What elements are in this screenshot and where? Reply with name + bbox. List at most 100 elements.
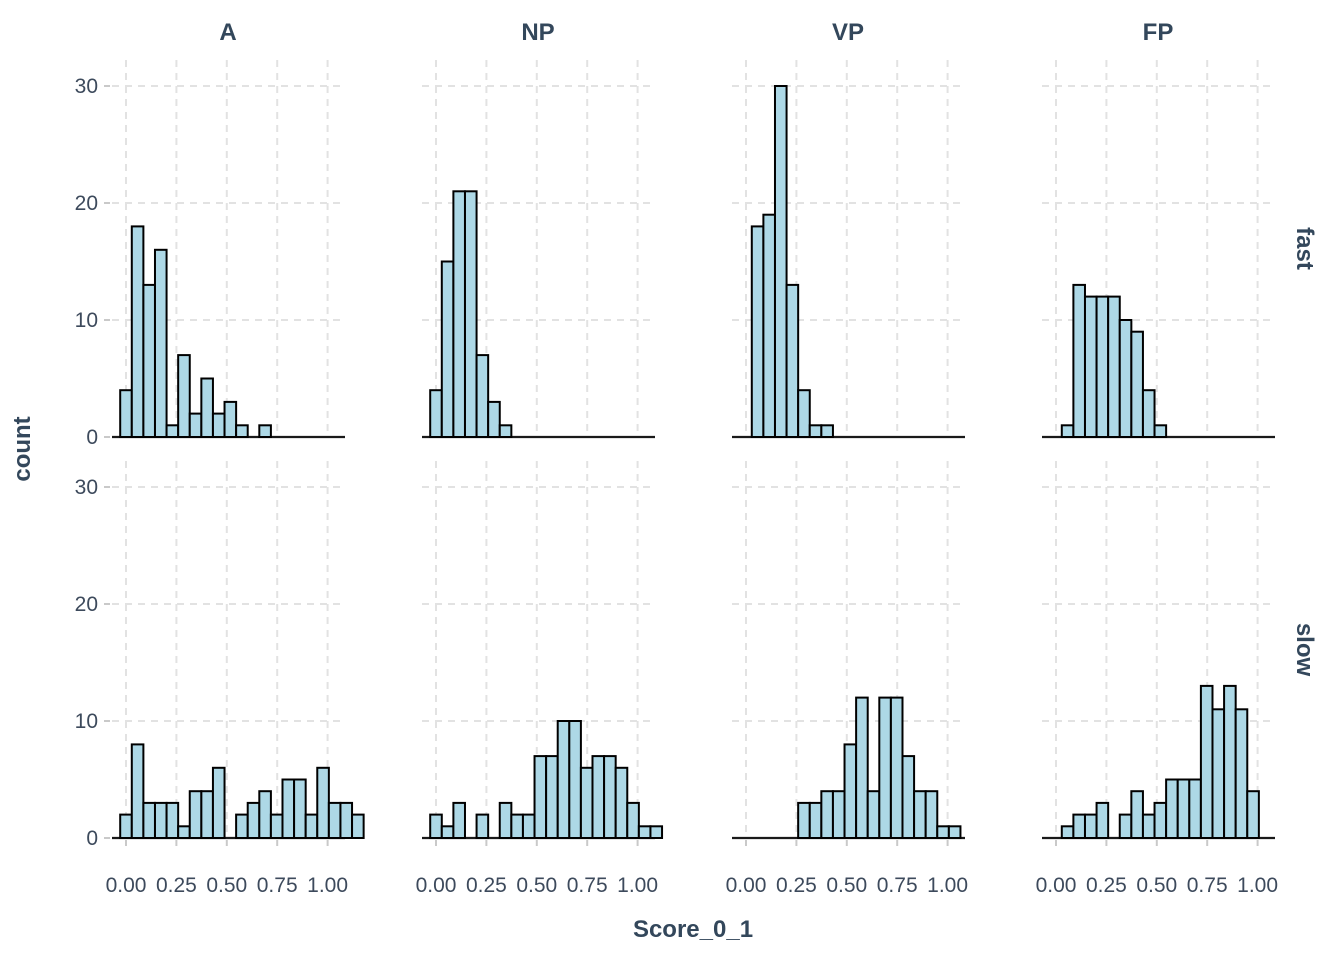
- histogram-bar-NP-fast: [475, 354, 490, 439]
- histogram-bar-VP-fast: [808, 424, 823, 438]
- x-tick-label: 0.50: [826, 874, 867, 897]
- histogram-bar-A-slow: [281, 778, 296, 839]
- histogram-bar-FP-slow: [1072, 813, 1086, 839]
- histogram-bar-NP-slow: [579, 766, 594, 839]
- histogram-bar-A-slow: [304, 813, 319, 839]
- histogram-bar-FP-slow: [1083, 813, 1098, 839]
- histogram-bar-FP-slow: [1118, 813, 1133, 839]
- histogram-bar-FP-slow: [1060, 825, 1075, 839]
- histogram-bar-FP-slow: [1223, 684, 1237, 840]
- histogram-bar-VP-slow: [820, 790, 834, 840]
- histogram-bar-A-slow: [200, 790, 214, 840]
- histogram-bar-VP-slow: [831, 790, 846, 840]
- histogram-bar-NP-slow: [626, 801, 640, 840]
- histogram-bar-VP-slow: [843, 743, 858, 840]
- histogram-bar-A-fast: [119, 389, 133, 439]
- histogram-bar-A-fast: [223, 400, 238, 438]
- histogram-bar-NP-fast: [498, 424, 513, 438]
- x-tick-label: 1.00: [617, 874, 658, 897]
- histogram-bar-NP-fast: [429, 389, 443, 439]
- histogram-bar-FP-slow: [1095, 801, 1110, 840]
- histogram-bar-VP-fast: [797, 389, 811, 439]
- histogram-bar-NP-fast: [440, 260, 455, 438]
- x-tick-label: 0.25: [1086, 874, 1127, 897]
- histogram-bar-A-slow: [351, 813, 365, 839]
- y-tick-label: 20: [75, 593, 98, 616]
- histogram-bar-FP-fast: [1118, 319, 1133, 438]
- histogram-bar-A-slow: [188, 790, 203, 840]
- histogram-bar-A-slow: [130, 743, 145, 840]
- histogram-bar-NP-slow: [591, 755, 606, 839]
- histogram-bar-VP-slow: [878, 696, 892, 839]
- histogram-bar-A-fast: [165, 424, 180, 438]
- x-tick-label: 0.50: [516, 874, 557, 897]
- histogram-bar-A-slow: [269, 813, 284, 839]
- x-tick-label: 0.00: [416, 874, 457, 897]
- histogram-bar-VP-slow: [913, 790, 927, 840]
- histogram-bar-A-slow: [316, 766, 330, 839]
- histogram-bar-A-fast: [153, 248, 168, 438]
- histogram-bar-A-slow: [153, 801, 168, 840]
- histogram-bar-NP-slow: [510, 813, 524, 839]
- histogram-bar-VP-fast: [750, 225, 765, 438]
- histogram-bar-NP-fast: [487, 400, 501, 438]
- histogram-bar-FP-slow: [1130, 790, 1144, 840]
- x-tick-label: 1.00: [1237, 874, 1278, 897]
- facet-row-label-fast: fast: [1291, 227, 1318, 270]
- histogram-bar-A-fast: [130, 225, 145, 438]
- histogram-bar-A-fast: [177, 354, 191, 439]
- histogram-bar-A-slow: [177, 825, 191, 839]
- histogram-bar-A-fast: [142, 283, 156, 438]
- histogram-bar-FP-slow: [1188, 778, 1202, 839]
- histogram-bar-VP-slow: [889, 696, 904, 839]
- histogram-bar-A-slow: [211, 766, 226, 839]
- histogram-bar-FP-slow: [1234, 708, 1249, 839]
- histogram-bar-FP-fast: [1141, 389, 1156, 439]
- facet-column-label-NP: NP: [521, 19, 554, 46]
- histogram-bar-FP-fast: [1107, 295, 1121, 438]
- y-tick-label: 10: [75, 710, 98, 733]
- facet-column-label-VP: VP: [832, 19, 864, 46]
- histogram-bar-FP-slow: [1246, 790, 1260, 840]
- histogram-bar-NP-slow: [533, 755, 548, 839]
- x-tick-label: 0.75: [567, 874, 608, 897]
- histogram-bar-NP-slow: [521, 813, 536, 839]
- histogram-bar-VP-slow: [855, 696, 869, 839]
- histogram-bar-FP-slow: [1211, 708, 1226, 839]
- y-tick-label: 0: [86, 827, 98, 850]
- histogram-bar-FP-slow: [1141, 813, 1156, 839]
- histogram-bar-NP-slow: [649, 825, 664, 839]
- x-tick-label: 0.75: [1187, 874, 1228, 897]
- histogram-bar-FP-fast: [1083, 295, 1098, 438]
- y-tick-label: 30: [75, 75, 98, 98]
- histogram-bar-A-fast: [211, 412, 226, 439]
- histogram-bar-NP-slow: [614, 766, 629, 839]
- histogram-bar-NP-fast: [452, 190, 466, 438]
- x-tick-label: 0.25: [776, 874, 817, 897]
- histogram-bar-NP-slow: [637, 825, 652, 839]
- x-tick-label: 0.00: [106, 874, 147, 897]
- x-tick-label: 0.50: [206, 874, 247, 897]
- x-tick-label: 0.25: [156, 874, 197, 897]
- histogram-bar-NP-slow: [475, 813, 490, 839]
- histogram-bar-FP-slow: [1153, 801, 1168, 840]
- histogram-bar-A-fast: [188, 412, 203, 439]
- histogram-bar-VP-fast: [820, 424, 834, 438]
- histogram-bar-NP-fast: [463, 190, 478, 438]
- histogram-bar-VP-slow: [936, 825, 950, 839]
- histogram-bar-NP-slow: [556, 720, 571, 839]
- histogram-bar-NP-slow: [440, 825, 455, 839]
- y-tick-label: 20: [75, 192, 98, 215]
- histogram-bar-FP-slow: [1199, 684, 1214, 840]
- histogram-bar-VP-fast: [785, 283, 800, 438]
- histogram-bar-FP-fast: [1153, 424, 1168, 438]
- histogram-bar-FP-fast: [1130, 330, 1144, 439]
- histogram-bar-A-slow: [142, 801, 156, 840]
- histogram-bar-A-slow: [246, 801, 261, 840]
- histogram-bar-A-slow: [119, 813, 133, 839]
- facet-column-label-A: A: [219, 19, 236, 46]
- x-tick-label: 1.00: [307, 874, 348, 897]
- histogram-bar-VP-fast: [773, 85, 788, 438]
- histogram-bar-VP-fast: [762, 213, 776, 438]
